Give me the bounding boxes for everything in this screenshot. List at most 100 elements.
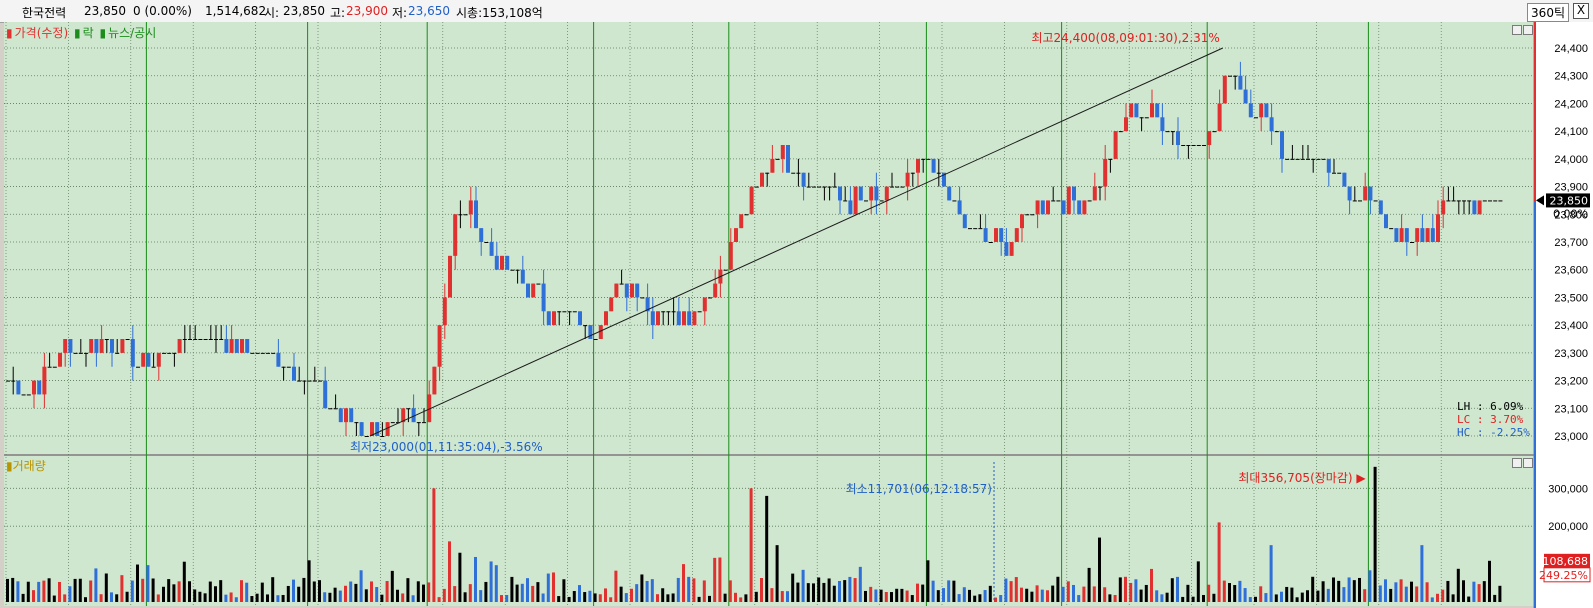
- legend-price[interactable]: 가격(수정): [14, 26, 69, 40]
- volume-bar: [572, 591, 576, 602]
- candle-body: [297, 380, 302, 382]
- candle-body: [162, 352, 166, 354]
- candle-body: [1462, 200, 1466, 202]
- candle-body: [177, 339, 182, 353]
- candle-body: [770, 158, 775, 173]
- price-axis: [1534, 22, 1593, 608]
- volume-bar: [1009, 581, 1013, 602]
- price-panel-max-icon[interactable]: [1523, 25, 1533, 35]
- volume-bar: [1248, 597, 1252, 602]
- volume-bar: [1020, 587, 1023, 602]
- legend-rak[interactable]: 락: [82, 26, 94, 40]
- volume-bar: [1462, 580, 1465, 602]
- volume-bar: [718, 557, 722, 602]
- volume-bar: [1144, 584, 1148, 602]
- volume-bar: [16, 581, 20, 602]
- candle-body: [900, 186, 905, 188]
- total-volume: 1,514,682: [205, 4, 267, 18]
- volume-bar: [1498, 585, 1502, 602]
- candle-body: [359, 422, 364, 436]
- candle-body: [890, 186, 894, 188]
- volume-bar: [713, 557, 717, 602]
- volume-bar: [1082, 586, 1086, 602]
- price-tick-label: 23,800: [1554, 209, 1588, 221]
- close-icon[interactable]: X: [1573, 3, 1589, 19]
- volume-bar: [11, 577, 15, 602]
- volume-bar: [853, 578, 857, 602]
- candle-body: [1129, 103, 1134, 118]
- volume-bar: [1181, 596, 1185, 602]
- volume-bar: [765, 495, 769, 602]
- volume-bar: [208, 581, 212, 602]
- tick-period-selector[interactable]: 360틱: [1527, 3, 1569, 22]
- volume-bar: [1077, 595, 1081, 602]
- volume-bar: [1378, 585, 1382, 602]
- candle-body: [1436, 214, 1440, 242]
- volume-bar: [1326, 588, 1330, 602]
- candle-body: [250, 352, 255, 354]
- candle-body: [739, 214, 744, 229]
- quote-bar: 한국전력 23,850 0 (0.00%) 1,514,682 시: 23,85…: [0, 0, 1593, 23]
- candle-body: [32, 380, 36, 395]
- volume-tick-label: 300,000: [1548, 483, 1588, 495]
- candle-body: [26, 394, 31, 396]
- volume-panel-min-icon[interactable]: [1512, 458, 1522, 468]
- volume-bar: [474, 556, 477, 602]
- volume-bar: [744, 594, 748, 602]
- candle-body: [1056, 200, 1061, 202]
- candle-body: [848, 200, 853, 215]
- candle-body: [552, 311, 556, 326]
- candle-body: [198, 339, 203, 340]
- candle-body: [468, 200, 473, 215]
- candle-body: [988, 242, 993, 243]
- candle-body: [1352, 200, 1357, 202]
- candle-body: [1280, 131, 1284, 159]
- price-panel-min-icon[interactable]: [1512, 25, 1522, 35]
- candle-body: [214, 339, 218, 340]
- max-volume-annotation: 최대356,705(장마감) ▶: [1238, 471, 1366, 485]
- volume-bar: [219, 580, 223, 602]
- volume-bar: [370, 581, 373, 602]
- low-label: 저:: [392, 6, 408, 20]
- legend-volume[interactable]: 거래량: [12, 459, 46, 473]
- candle-body: [1004, 242, 1009, 256]
- volume-bar: [188, 581, 191, 602]
- candle-body: [255, 352, 260, 354]
- price-change: 0 (0.00%): [133, 4, 192, 18]
- volume-bar: [624, 593, 628, 602]
- volume-bar: [468, 584, 472, 602]
- volume-bar: [68, 586, 72, 602]
- candle-body: [6, 380, 10, 382]
- volume-bar: [754, 591, 758, 602]
- price-tick-label: 24,300: [1554, 71, 1588, 83]
- volume-bar: [900, 588, 904, 602]
- candle-body: [1108, 158, 1113, 160]
- candle-body: [1425, 228, 1430, 242]
- candle-body: [1259, 103, 1264, 118]
- candle-body: [401, 408, 406, 423]
- legend-news[interactable]: 뉴스/공시: [108, 26, 157, 40]
- volume-panel-max-icon[interactable]: [1523, 458, 1533, 468]
- price-tick-label: 23,400: [1554, 320, 1588, 332]
- volume-bar: [141, 578, 145, 602]
- candle-body: [702, 297, 707, 312]
- candle-body: [1222, 75, 1227, 104]
- candle-body: [1269, 117, 1274, 132]
- volume-bar: [1014, 577, 1018, 602]
- candle-body: [1103, 158, 1108, 187]
- volume-bar: [988, 585, 992, 602]
- volume-bar: [1196, 561, 1200, 602]
- volume-bar: [484, 581, 488, 602]
- candle-body: [1337, 172, 1342, 174]
- volume-bar: [994, 597, 997, 602]
- volume-bar: [42, 580, 46, 602]
- candle-body: [754, 186, 759, 188]
- volume-bar: [780, 591, 784, 602]
- price-tick-label: 23,500: [1554, 292, 1588, 304]
- candle-body: [604, 311, 608, 326]
- volume-bar: [323, 592, 327, 602]
- candle-body: [58, 352, 62, 367]
- candle-body: [1077, 200, 1082, 215]
- candle-body: [1176, 131, 1180, 145]
- candle-body: [479, 228, 484, 242]
